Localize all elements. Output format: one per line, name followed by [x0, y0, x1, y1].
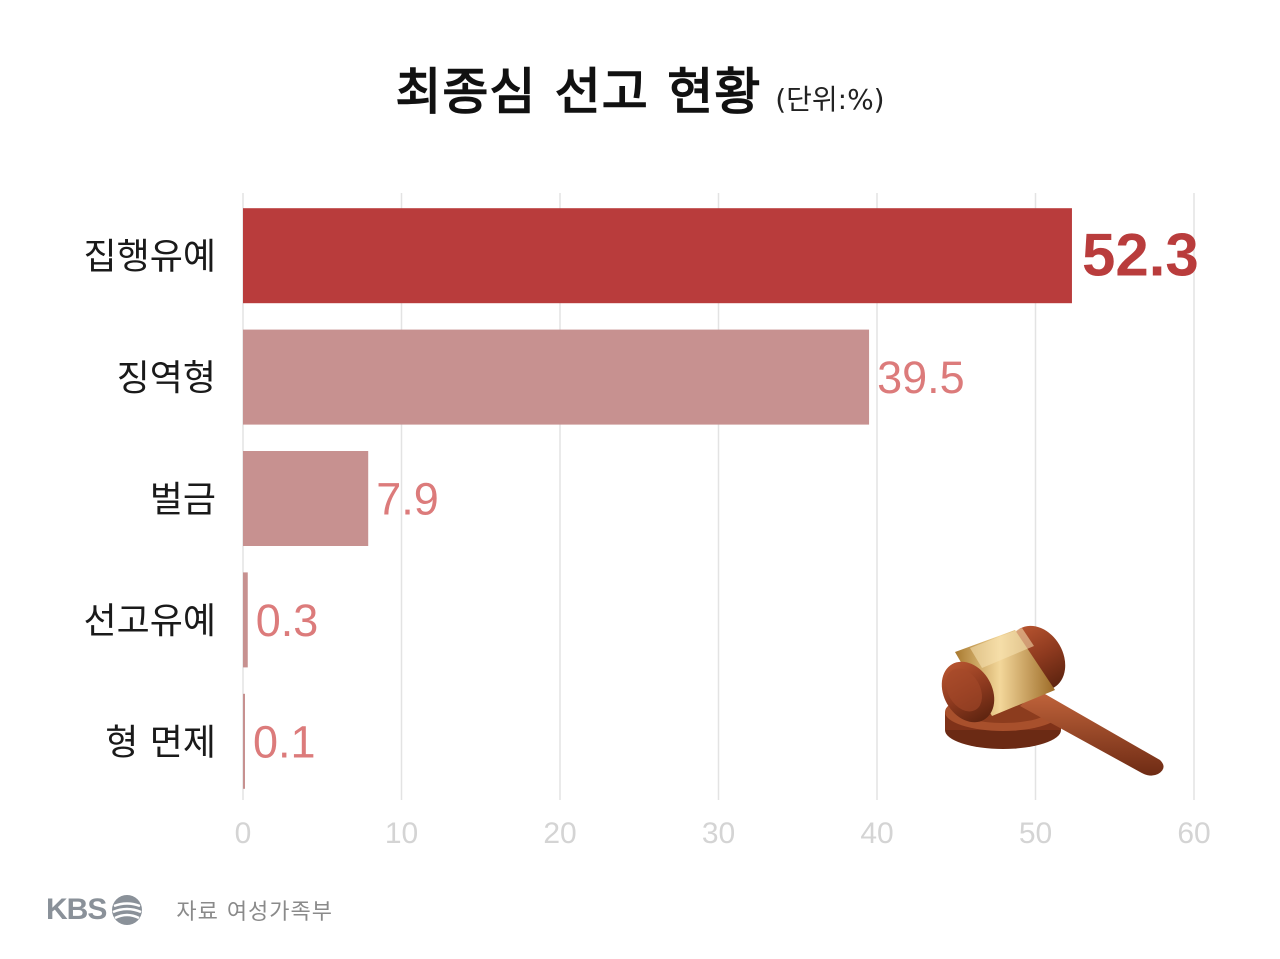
category-label: 선고유예 — [84, 601, 216, 642]
bar — [243, 451, 369, 546]
x-tick-label: 10 — [385, 817, 418, 850]
category-label: 형 면제 — [105, 722, 216, 763]
value-label: 0.1 — [253, 716, 316, 767]
x-tick-label: 40 — [860, 817, 893, 850]
bar — [243, 693, 245, 789]
value-label: 7.9 — [376, 474, 439, 525]
gavel-icon — [941, 625, 1164, 776]
title-block: 최종심 선고 현황 (단위:%) — [0, 52, 1280, 124]
chart-title: 최종심 선고 현황 — [395, 63, 762, 121]
source-label: 자료 여성가족부 — [176, 900, 334, 925]
bar — [243, 208, 1072, 304]
x-tick-label: 60 — [1177, 817, 1210, 850]
value-label: 39.5 — [877, 352, 965, 403]
value-label: 0.3 — [256, 595, 319, 646]
x-tick-labels: 0 10 20 30 40 50 60 — [235, 817, 1211, 850]
x-tick-label: 0 — [235, 817, 252, 850]
kbs-logo: KBS — [46, 893, 144, 927]
unit-label: (단위:%) — [775, 83, 885, 116]
footer: KBS 자료 여성가족부 — [46, 890, 333, 930]
x-tick-label: 30 — [702, 817, 735, 850]
bar — [243, 329, 870, 425]
kbs-globe-icon — [112, 895, 143, 925]
category-label: 벌금 — [150, 480, 216, 521]
x-tick-label: 50 — [1019, 817, 1052, 850]
category-label: 징역형 — [117, 358, 216, 399]
value-labels: 52.3 39.5 7.9 0.3 0.1 — [253, 222, 1199, 768]
value-label: 52.3 — [1082, 222, 1199, 289]
category-label: 집행유예 — [84, 237, 216, 278]
logo-text: KBS — [46, 893, 107, 926]
x-tick-label: 20 — [543, 817, 576, 850]
bars — [243, 208, 1072, 789]
bar — [243, 572, 248, 668]
